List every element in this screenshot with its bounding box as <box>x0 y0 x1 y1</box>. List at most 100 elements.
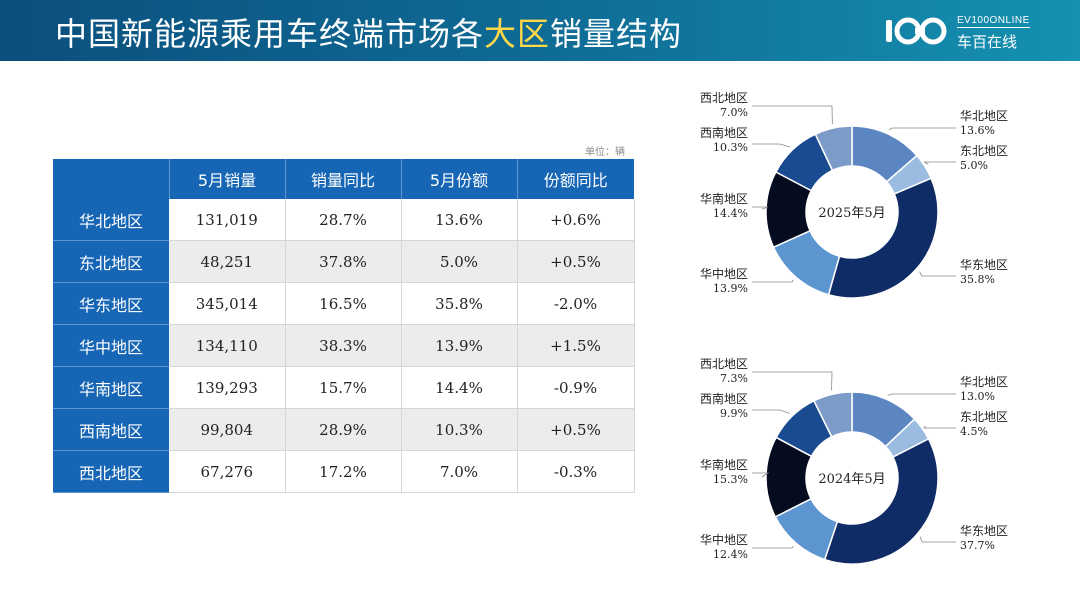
page-title: 中国新能源乘用车终端市场各大区销量结构 <box>55 9 682 55</box>
sales-cell: 139,293 <box>169 366 286 409</box>
slice-value-label: 4.5% <box>960 425 988 438</box>
leader-line <box>752 409 790 414</box>
share-change-cell: +1.5% <box>517 324 635 367</box>
slice-category-label: 华南地区 <box>700 191 748 206</box>
sales-cell: 67,276 <box>169 450 286 493</box>
share-cell: 14.4% <box>401 366 518 409</box>
leader-line <box>752 545 794 549</box>
yoy-cell: 16.5% <box>285 282 402 325</box>
leader-line <box>752 206 769 210</box>
region-cell: 华中地区 <box>53 324 169 367</box>
leader-line <box>887 393 956 396</box>
slice-value-label: 7.3% <box>720 372 748 385</box>
region-cell: 东北地区 <box>53 240 169 283</box>
slice-category-label: 西南地区 <box>700 391 748 406</box>
region-cell: 华南地区 <box>53 366 169 409</box>
region-cell: 西北地区 <box>53 450 169 493</box>
slice-value-label: 5.0% <box>960 159 988 172</box>
slice-category-label: 华东地区 <box>960 524 1008 538</box>
table-row: 华东地区 345,014 16.5% 35.8% -2.0% <box>53 282 635 325</box>
leader-line <box>752 472 770 478</box>
donut-slice <box>827 177 939 299</box>
sales-cell: 131,019 <box>169 199 286 241</box>
share-change-cell: +0.5% <box>517 240 635 283</box>
column-header: 5月销量 <box>169 159 286 199</box>
table-row: 东北地区 48,251 37.8% 5.0% +0.5% <box>53 240 635 283</box>
slice-value-label: 12.4% <box>713 548 748 561</box>
yoy-cell: 37.8% <box>285 240 402 283</box>
leader-line <box>889 127 956 131</box>
yoy-cell: 28.7% <box>285 199 402 241</box>
column-header: 5月份额 <box>401 159 518 199</box>
table-header-row: 5月销量 销量同比 5月份额 份额同比 <box>53 159 634 199</box>
donut-slice <box>812 391 853 438</box>
region-cell: 西南地区 <box>53 408 169 451</box>
slice-category-label: 华南地区 <box>700 457 748 472</box>
table-row: 西北地区 67,276 17.2% 7.0% -0.3% <box>53 450 635 493</box>
leader-line <box>923 425 956 429</box>
leader-line <box>752 279 794 283</box>
slice-value-label: 13.0% <box>960 390 995 403</box>
slice-value-label: 14.4% <box>713 207 748 220</box>
unit-label: 单位：辆 <box>585 147 625 158</box>
leader-line <box>919 536 956 543</box>
slice-value-label: 37.7% <box>960 539 995 552</box>
share-cell: 13.6% <box>401 199 518 241</box>
slice-value-label: 9.9% <box>720 407 748 420</box>
column-header: 份额同比 <box>517 159 634 199</box>
slice-category-label: 华中地区 <box>700 266 748 281</box>
share-cell: 7.0% <box>401 450 518 493</box>
logo-en-text: EV100ONLINE <box>957 15 1030 28</box>
table-row: 华北地区 131,019 28.7% 13.6% +0.6% <box>53 199 635 241</box>
leader-line <box>919 271 956 277</box>
regional-sales-table: 5月销量 销量同比 5月份额 份额同比 华北地区 131,019 28.7% 1… <box>53 159 635 493</box>
leader-line <box>752 371 833 391</box>
leader-line <box>923 161 956 165</box>
slice-value-label: 35.8% <box>960 273 995 286</box>
donut-center-label: 2025年5月 <box>818 206 885 221</box>
slice-category-label: 华北地区 <box>960 109 1008 123</box>
sales-cell: 99,804 <box>169 408 286 451</box>
slice-category-label: 华北地区 <box>960 375 1008 389</box>
header-bar: 中国新能源乘用车终端市场各大区销量结构 EV100ONLINE 车百在线 <box>0 0 1080 61</box>
sales-cell: 134,110 <box>169 324 286 367</box>
donut-chart-2025: 华北地区13.6%东北地区5.0%华东地区35.8%华中地区13.9%华南地区1… <box>700 91 1008 299</box>
title-highlight: 大区 <box>484 15 551 53</box>
region-cell: 华东地区 <box>53 282 169 325</box>
share-cell: 35.8% <box>401 282 518 325</box>
yoy-cell: 17.2% <box>285 450 402 493</box>
sales-cell: 345,014 <box>169 282 286 325</box>
slice-value-label: 7.0% <box>720 106 748 119</box>
slice-category-label: 华中地区 <box>700 532 748 547</box>
slice-value-label: 13.9% <box>713 282 748 295</box>
ev100-logo-icon <box>886 17 947 45</box>
slice-category-label: 西北地区 <box>700 91 748 105</box>
share-cell: 13.9% <box>401 324 518 367</box>
table-row: 西南地区 99,804 28.9% 10.3% +0.5% <box>53 408 635 451</box>
share-change-cell: -0.9% <box>517 366 635 409</box>
slice-category-label: 西北地区 <box>700 357 748 371</box>
slice-category-label: 东北地区 <box>960 410 1008 424</box>
slice-value-label: 10.3% <box>713 141 748 154</box>
logo-cn-text: 车百在线 <box>957 33 1018 51</box>
slice-category-label: 西南地区 <box>700 125 748 140</box>
title-prefix: 中国新能源乘用车终端市场各 <box>55 15 485 53</box>
table-row: 华中地区 134,110 38.3% 13.9% +1.5% <box>53 324 635 367</box>
leader-line <box>752 143 790 148</box>
column-header <box>53 159 170 199</box>
brand-logo: EV100ONLINE 车百在线 <box>885 12 1065 52</box>
share-cell: 5.0% <box>401 240 518 283</box>
donut-slice <box>823 437 939 565</box>
donut-center-label: 2024年5月 <box>818 472 885 487</box>
column-header: 销量同比 <box>285 159 402 199</box>
yoy-cell: 38.3% <box>285 324 402 367</box>
slice-category-label: 华东地区 <box>960 258 1008 272</box>
share-cell: 10.3% <box>401 408 518 451</box>
share-change-cell: -0.3% <box>517 450 635 493</box>
slice-category-label: 东北地区 <box>960 144 1008 158</box>
yoy-cell: 28.9% <box>285 408 402 451</box>
slice-value-label: 15.3% <box>713 473 748 486</box>
share-change-cell: +0.5% <box>517 408 635 451</box>
title-suffix: 销量结构 <box>550 15 683 53</box>
